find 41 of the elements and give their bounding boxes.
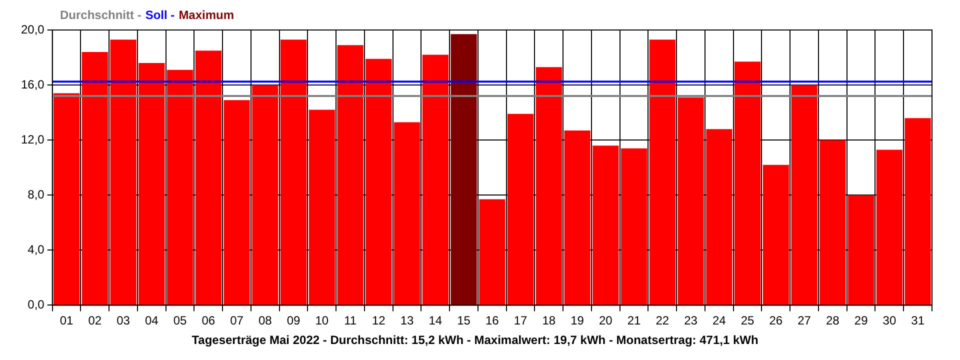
x-tick-label: 23 — [684, 314, 698, 328]
x-tick-label: 03 — [116, 314, 130, 328]
x-tick-label: 01 — [60, 314, 74, 328]
x-tick-label: 25 — [740, 314, 755, 328]
x-tick-label: 02 — [88, 314, 102, 328]
x-tick-label: 26 — [769, 314, 783, 328]
x-tick-label: 12 — [372, 314, 386, 328]
x-tick-label: 28 — [826, 314, 840, 328]
text: Tageserträge Mai 2022 - Durchschnitt: 15,2 kWh - Maximalwert: 19,7 kWh - Monatsertrag: 471,1 kWh — [192, 333, 758, 348]
x-tick-label: 11 — [344, 314, 357, 328]
y-tick-label: 16,0 — [20, 77, 45, 92]
x-tick-label: 30 — [882, 314, 896, 328]
x-tick-label: 04 — [144, 314, 159, 328]
x-tick-label: 29 — [854, 314, 868, 328]
x-tick-label: 07 — [230, 314, 244, 328]
x-tick-label: 27 — [798, 314, 812, 328]
x-tick-label: 31 — [911, 314, 925, 328]
x-tick-label: 05 — [173, 314, 188, 328]
x-tick-label: 19 — [570, 314, 584, 328]
x-tick-label: 10 — [315, 314, 329, 328]
x-tick-label: 20 — [599, 314, 613, 328]
x-tick-label: 09 — [286, 314, 301, 328]
x-tick-label: 21 — [627, 314, 642, 328]
y-tick-label: 4,0 — [28, 242, 45, 256]
x-tick-label: 18 — [542, 314, 556, 328]
y-tick-label: 20,0 — [20, 22, 45, 36]
x-tick-label: 06 — [202, 314, 216, 328]
x-tick-label: 08 — [258, 314, 272, 328]
ref-line-label: Durchschnitt - — [60, 8, 142, 22]
text: Maximum — [178, 8, 234, 22]
x-tick-label: 15 — [457, 314, 471, 328]
x-tick-label: 17 — [514, 314, 528, 328]
x-tick-label: 13 — [400, 314, 414, 328]
x-tick-label: 14 — [428, 314, 442, 328]
y-tick-label: 8,0 — [28, 187, 45, 202]
ref-line-label: Soll - — [145, 8, 175, 22]
x-tick-label: 22 — [656, 314, 670, 328]
y-tick-label: 12,0 — [20, 132, 45, 146]
x-tick-label: 24 — [712, 314, 726, 328]
x-tick-label: 16 — [486, 314, 500, 328]
y-tick-label: 0,0 — [28, 298, 45, 312]
